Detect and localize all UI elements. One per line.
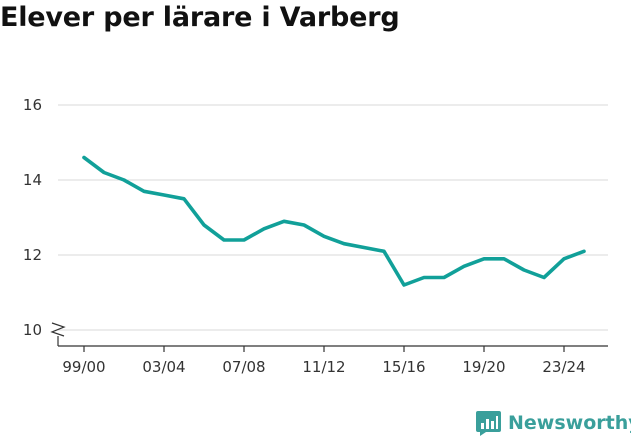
y-tick-label: 10 <box>23 321 42 339</box>
y-tick-label: 14 <box>23 171 42 189</box>
x-tick-label: 99/00 <box>62 358 105 376</box>
newsworthy-logo-icon <box>476 410 501 436</box>
y-tick-label: 16 <box>23 96 42 114</box>
axis-break-icon <box>50 322 66 337</box>
series-line <box>82 155 586 287</box>
x-tick-label: 07/08 <box>222 358 265 376</box>
brand: Newsworthy <box>476 408 631 438</box>
brand-name: Newsworthy <box>508 412 631 434</box>
x-tick-label: 11/12 <box>302 358 345 376</box>
x-tick-label: 03/04 <box>142 358 185 376</box>
x-tick-label: 23/24 <box>542 358 585 376</box>
y-tick-label: 12 <box>23 246 42 264</box>
chart-title: Elever per lärare i Varberg <box>0 2 400 33</box>
x-tick-label: 19/20 <box>462 358 505 376</box>
x-tick-label: 15/16 <box>382 358 425 376</box>
